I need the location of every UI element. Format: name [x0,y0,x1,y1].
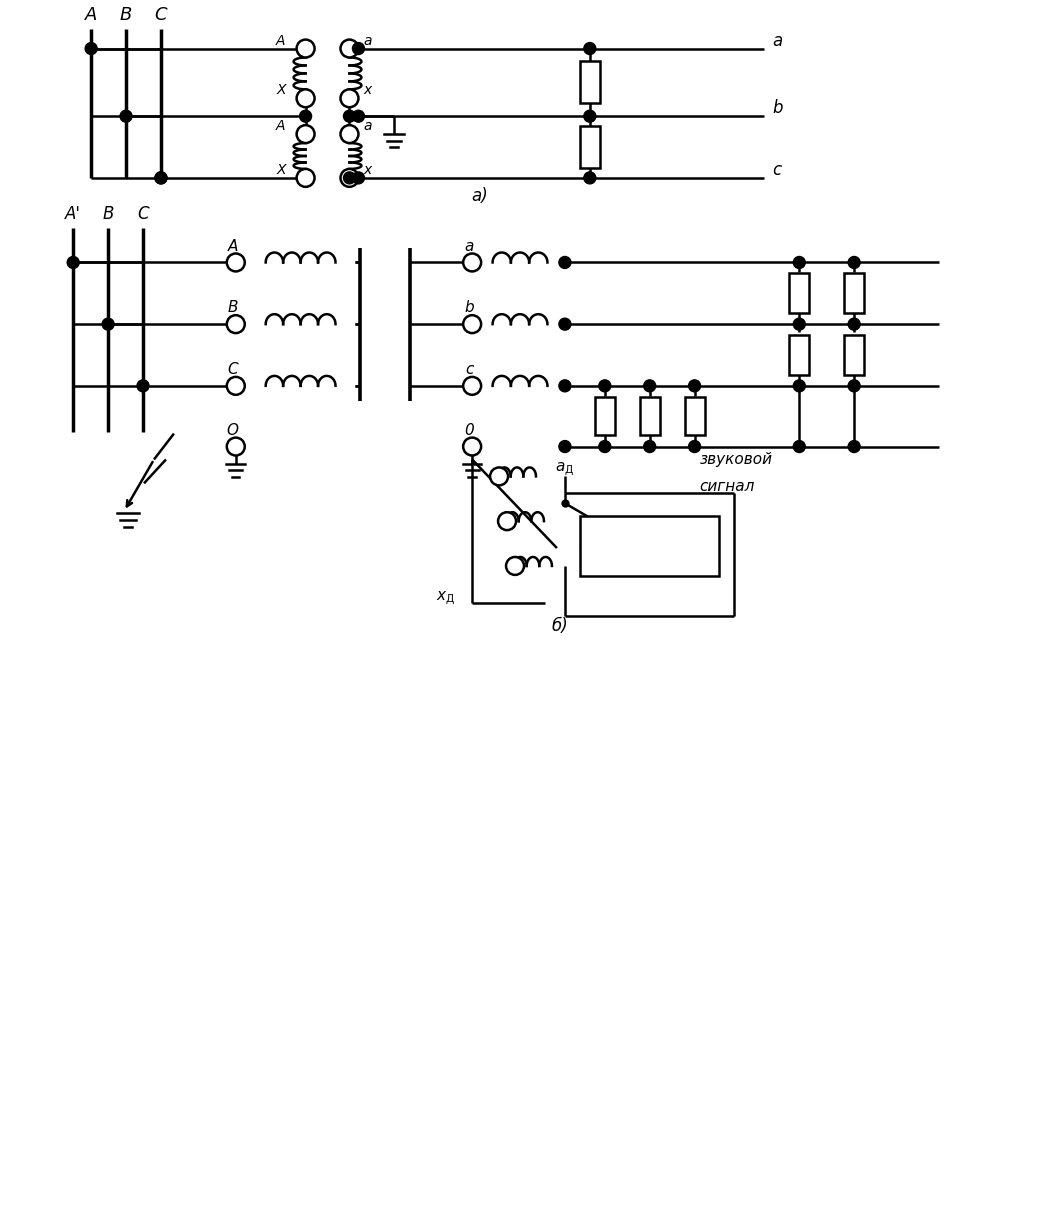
Bar [789,336,809,375]
Text: x: x [364,163,372,177]
Circle shape [644,440,656,452]
Circle shape [296,39,314,58]
Text: b: b [773,100,783,117]
Bar [580,127,600,168]
Text: O: O [227,423,239,438]
Text: звуковой: звуковой [700,452,773,467]
Circle shape [352,172,365,184]
Text: $a_\text{Д}$: $a_\text{Д}$ [554,461,574,478]
Text: X: X [276,84,286,97]
Circle shape [102,318,114,331]
Circle shape [296,168,314,187]
Circle shape [599,380,610,392]
Circle shape [584,111,596,122]
Circle shape [688,440,701,452]
Text: C: C [155,6,168,23]
Text: A: A [85,6,97,23]
Bar [789,273,809,313]
Text: $x_\text{Д}$: $x_\text{Д}$ [436,590,455,607]
Circle shape [85,43,97,54]
Circle shape [848,380,860,392]
Circle shape [463,438,481,456]
Circle shape [155,172,167,184]
Circle shape [559,318,571,331]
Text: B: B [102,205,114,222]
Circle shape [227,377,245,395]
Circle shape [499,512,516,530]
Circle shape [352,43,365,54]
Text: a: a [364,33,372,48]
Circle shape [559,440,571,452]
Circle shape [584,43,596,54]
Circle shape [506,557,524,575]
Bar [685,397,704,435]
Bar [594,397,614,435]
Circle shape [644,380,656,392]
Bar [640,397,660,435]
Text: a: a [773,32,783,49]
Circle shape [848,257,860,268]
Text: b: b [465,300,474,315]
Circle shape [120,111,132,122]
Text: A: A [228,238,238,253]
Circle shape [463,253,481,272]
Text: x: x [364,84,372,97]
Circle shape [584,172,596,184]
Circle shape [559,257,571,268]
Bar [580,516,720,576]
Text: c: c [773,161,781,179]
Text: A: A [276,33,286,48]
Text: c: c [465,361,473,377]
Text: a): a) [472,187,488,205]
Circle shape [296,90,314,107]
Circle shape [340,125,358,143]
Circle shape [299,111,312,122]
Circle shape [352,111,365,122]
Circle shape [490,467,508,485]
Circle shape [344,111,355,122]
Text: сигнал: сигнал [700,479,755,494]
Circle shape [137,380,149,392]
Circle shape [559,380,571,392]
Circle shape [227,253,245,272]
Circle shape [344,172,355,184]
Text: б): б) [551,617,568,634]
Text: C: C [228,361,238,377]
Circle shape [463,315,481,333]
Circle shape [848,440,860,452]
Bar [580,61,600,103]
Circle shape [296,125,314,143]
Circle shape [599,440,610,452]
Circle shape [340,90,358,107]
Circle shape [463,377,481,395]
Text: B: B [228,300,238,315]
Circle shape [848,318,860,331]
Circle shape [794,257,805,268]
Circle shape [794,380,805,392]
Circle shape [67,257,79,268]
Text: A: A [276,119,286,133]
Circle shape [794,318,805,331]
Circle shape [688,380,701,392]
Circle shape [340,168,358,187]
Circle shape [794,440,805,452]
Text: a: a [465,238,474,253]
Circle shape [227,438,245,456]
Text: 0: 0 [464,423,474,438]
Circle shape [227,315,245,333]
Text: C: C [137,205,149,222]
Text: X: X [276,163,286,177]
Text: B: B [120,6,132,23]
Bar [844,336,864,375]
Circle shape [340,39,358,58]
Circle shape [155,172,167,184]
Text: a: a [364,119,372,133]
Bar [844,273,864,313]
Text: A': A' [65,205,81,222]
